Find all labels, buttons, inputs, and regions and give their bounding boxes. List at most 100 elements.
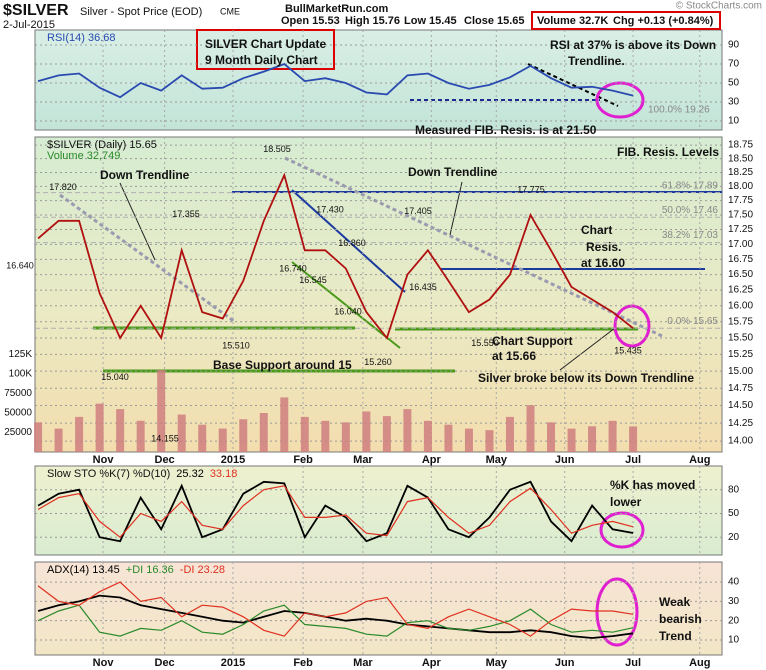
- x-tick-label: Jul: [625, 454, 641, 466]
- y2-tick-label: 25000: [4, 427, 32, 438]
- y-tick-label: 10: [728, 116, 740, 127]
- x-tick-label: Feb: [293, 657, 313, 669]
- price-label: 17.430: [316, 204, 344, 214]
- x-tick-label: Mar: [353, 454, 373, 466]
- annotation: Resis.: [586, 240, 621, 254]
- legend-entry: -DI 23.28: [180, 564, 225, 576]
- price-label: 16.640: [6, 260, 34, 270]
- y-tick-label: 20: [728, 532, 740, 543]
- series-line: [37, 581, 634, 637]
- y-tick-label: 15.50: [728, 333, 753, 344]
- annotation: Measured FIB. Resis. is at 21.50: [415, 123, 597, 137]
- annotation: Trend: [659, 629, 692, 643]
- volume-bar: [259, 412, 268, 452]
- date: 2-Jul-2015: [3, 19, 55, 31]
- price-label: 16.860: [338, 238, 366, 248]
- price-label: 15.260: [364, 357, 392, 367]
- site: BullMarketRun.com: [285, 3, 389, 15]
- copyright: © StockCharts.com: [676, 1, 762, 12]
- x-tick-label: May: [486, 657, 508, 669]
- volume-bar: [177, 414, 186, 452]
- price-label: 17.775: [517, 185, 545, 195]
- x-tick-label: Jul: [625, 657, 641, 669]
- volume-bar: [218, 428, 227, 452]
- series-line: [37, 604, 634, 637]
- y-tick-label: 50: [728, 78, 740, 89]
- volume-bar: [505, 416, 514, 452]
- quote-change: Chg +0.13 (+0.84%): [613, 15, 714, 27]
- price-label: 17.405: [404, 206, 432, 216]
- price-label: 18.505: [263, 144, 291, 154]
- quote-close: Close 15.65: [464, 15, 525, 27]
- legend-entry: 25.32: [176, 468, 204, 480]
- series-line: [37, 172, 634, 341]
- y-tick-label: 90: [728, 40, 740, 51]
- volume-bar: [403, 409, 412, 452]
- legend-entry: $SILVER (Daily) 15.65: [47, 139, 157, 151]
- price-label: 16.545: [299, 275, 327, 285]
- price-label: 16.740: [279, 263, 307, 273]
- y2-tick-label: 75000: [4, 388, 32, 399]
- volume-bar: [321, 420, 330, 452]
- price-label: 14.155: [151, 433, 179, 443]
- volume-bar: [629, 426, 638, 452]
- annotation: Chart Support: [492, 334, 573, 348]
- x-tick-label: Nov: [93, 657, 115, 669]
- y-tick-label: 18.00: [728, 181, 753, 192]
- highlight: [595, 577, 639, 647]
- y2-tick-label: 125K: [9, 349, 33, 360]
- y-tick-label: 16.00: [728, 300, 753, 311]
- price-label: 15.040: [101, 372, 129, 382]
- quote-open: Open 15.53: [281, 15, 340, 27]
- annotation: Down Trendline: [100, 168, 190, 182]
- volume-bar: [608, 420, 617, 452]
- volume-bar: [526, 405, 535, 452]
- pointer: [449, 181, 463, 236]
- volume-bar: [116, 409, 125, 452]
- annotation: 9 Month Daily Chart: [205, 53, 318, 67]
- legend-entry: Slow STO %K(7) %D(10): [47, 468, 170, 480]
- legend-entry: 33.18: [210, 468, 238, 480]
- volume-bar: [75, 416, 84, 452]
- annotation: Down Trendline: [408, 165, 498, 179]
- volume-bar: [382, 416, 391, 452]
- volume-bar: [485, 430, 494, 452]
- annotation: Trendline.: [568, 54, 625, 68]
- x-tick-label: Jun: [555, 657, 575, 669]
- legend-entry: ADX(14) 13.45: [47, 564, 120, 576]
- quote-volume: Volume 32.7K: [537, 15, 608, 27]
- x-tick-label: 2015: [221, 454, 245, 466]
- x-tick-label: Jun: [555, 454, 575, 466]
- x-tick-label: Nov: [93, 454, 115, 466]
- y-tick-label: 15.00: [728, 366, 753, 377]
- volume-bar: [567, 428, 576, 452]
- fib-label: 61.8% 17.89: [662, 180, 719, 191]
- annotation: at 16.60: [581, 256, 625, 270]
- annotation: at 15.66: [492, 349, 536, 363]
- volume-bar: [341, 422, 350, 452]
- y-tick-label: 20: [728, 615, 740, 626]
- instrument-name: Silver - Spot Price (EOD): [80, 6, 202, 18]
- annotation: RSI at 37% is above its Down: [550, 38, 716, 52]
- y-tick-label: 14.25: [728, 418, 753, 429]
- down-trendline: [59, 193, 236, 324]
- annotation: SILVER Chart Update: [205, 37, 326, 51]
- price-label: 16.040: [334, 307, 362, 317]
- volume-bar: [423, 420, 432, 452]
- price-label: 15.510: [222, 341, 250, 351]
- volume-bar: [464, 428, 473, 452]
- volume-bar: [588, 426, 597, 452]
- volume-bar: [444, 424, 453, 452]
- price-label: 15.550: [471, 338, 499, 348]
- y-tick-label: 70: [728, 59, 740, 70]
- note-box: [196, 29, 335, 70]
- x-tick-label: Feb: [293, 454, 313, 466]
- fib-label: 50.0% 17.46: [662, 205, 719, 216]
- volume-bar: [136, 420, 145, 452]
- volume-bar: [54, 428, 63, 452]
- y-tick-label: 16.75: [728, 254, 753, 265]
- y-tick-label: 10: [728, 635, 740, 646]
- exchange: CME: [220, 6, 240, 16]
- volume-bar: [362, 411, 371, 452]
